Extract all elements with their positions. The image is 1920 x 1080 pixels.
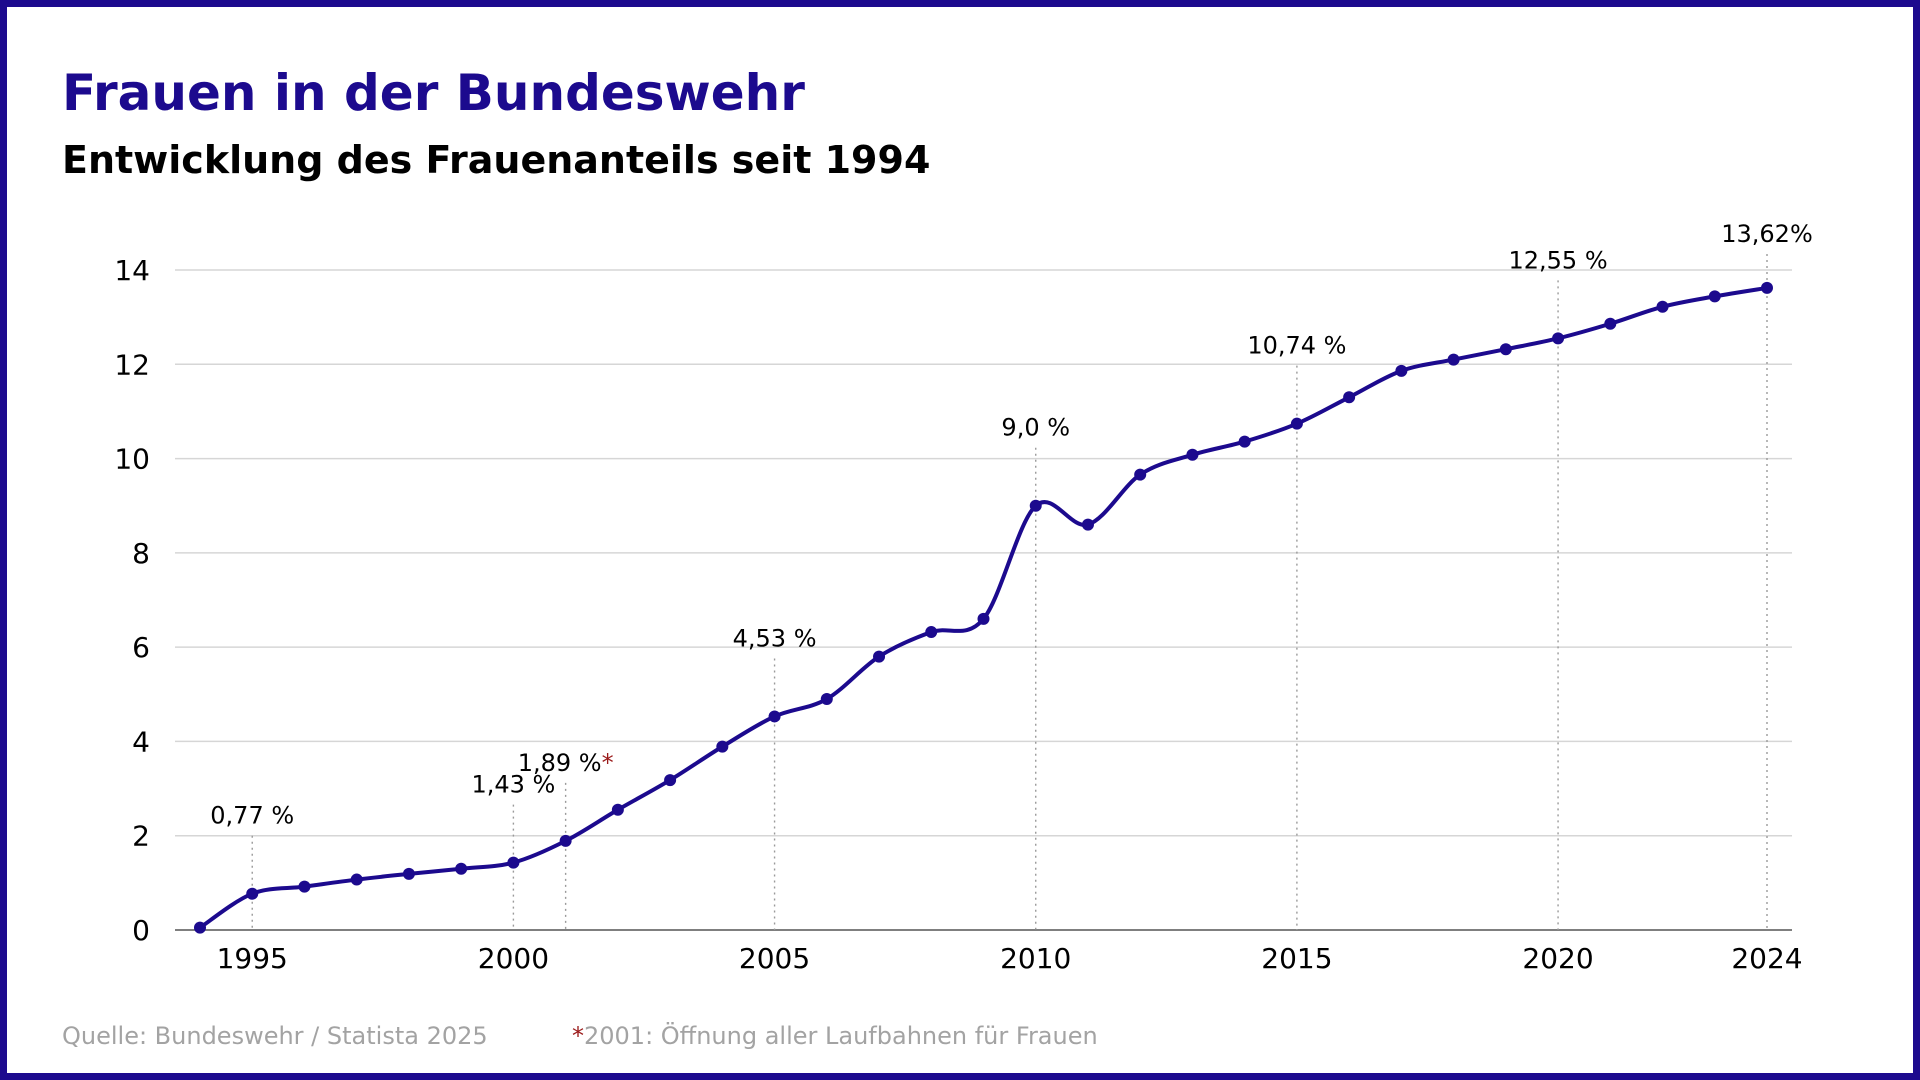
data-point (1708, 290, 1721, 303)
y-tick-label: 14 (114, 254, 150, 287)
data-label: 1,89 %* (518, 749, 614, 777)
chart-subtitle: Entwicklung des Frauenanteils seit 1994 (62, 138, 931, 182)
data-point (1238, 435, 1251, 448)
chart-title: Frauen in der Bundeswehr (62, 64, 805, 122)
data-point (716, 740, 729, 753)
data-point (1656, 300, 1669, 313)
x-tick-label: 2010 (1000, 942, 1071, 975)
data-point (664, 774, 677, 787)
data-point (559, 834, 572, 847)
data-point (1604, 317, 1617, 330)
data-point (350, 873, 363, 886)
data-point (1395, 364, 1408, 377)
data-point (925, 626, 938, 639)
y-tick-label: 12 (114, 348, 150, 381)
x-tick-label: 1995 (217, 942, 288, 975)
data-point (1447, 353, 1460, 366)
data-point (402, 867, 415, 880)
data-point (1029, 499, 1042, 512)
data-point (1186, 448, 1199, 461)
data-point (194, 921, 206, 934)
data-label: 0,77 % (210, 802, 294, 830)
x-tick-label: 2000 (478, 942, 549, 975)
data-point (1134, 468, 1147, 481)
data-label: 1,43 % (471, 771, 555, 799)
x-tick-label: 2024 (1731, 942, 1802, 975)
x-tick-label: 2005 (739, 942, 810, 975)
footnote: *2001: Öffnung aller Laufbahnen für Frau… (572, 1022, 1098, 1050)
data-point (1343, 391, 1356, 404)
data-point (1552, 332, 1565, 345)
x-tick-label: 2015 (1261, 942, 1332, 975)
series-line (198, 285, 1769, 930)
data-point (1761, 281, 1773, 294)
data-label: 13,62% (1721, 220, 1813, 248)
data-point (768, 710, 781, 723)
data-label: 12,55 % (1508, 246, 1607, 274)
data-label: 10,74 % (1247, 332, 1346, 360)
y-tick-label: 8 (132, 537, 150, 570)
y-tick-label: 2 (132, 820, 150, 853)
data-point (246, 887, 259, 900)
data-point (1081, 518, 1094, 531)
data-point (298, 880, 311, 893)
footnote-text: 2001: Öffnung aller Laufbahnen für Fraue… (584, 1022, 1098, 1050)
data-point (1290, 417, 1303, 430)
data-point (820, 693, 833, 705)
data-point (1499, 343, 1512, 356)
data-point (977, 612, 990, 625)
data-point (455, 862, 468, 875)
y-tick-label: 6 (132, 631, 150, 664)
x-tick-label: 2020 (1522, 942, 1593, 975)
y-tick-label: 10 (114, 443, 150, 476)
data-label: 9,0 % (1001, 414, 1070, 442)
data-label-star: * (602, 749, 614, 777)
data-point (873, 650, 886, 663)
y-tick-label: 0 (132, 914, 150, 947)
data-point (507, 856, 520, 869)
footnote-star: * (572, 1022, 584, 1050)
y-tick-label: 4 (132, 725, 150, 758)
data-point (611, 803, 624, 816)
source-note: Quelle: Bundeswehr / Statista 2025 (62, 1022, 488, 1050)
data-label: 4,53 % (733, 624, 817, 652)
